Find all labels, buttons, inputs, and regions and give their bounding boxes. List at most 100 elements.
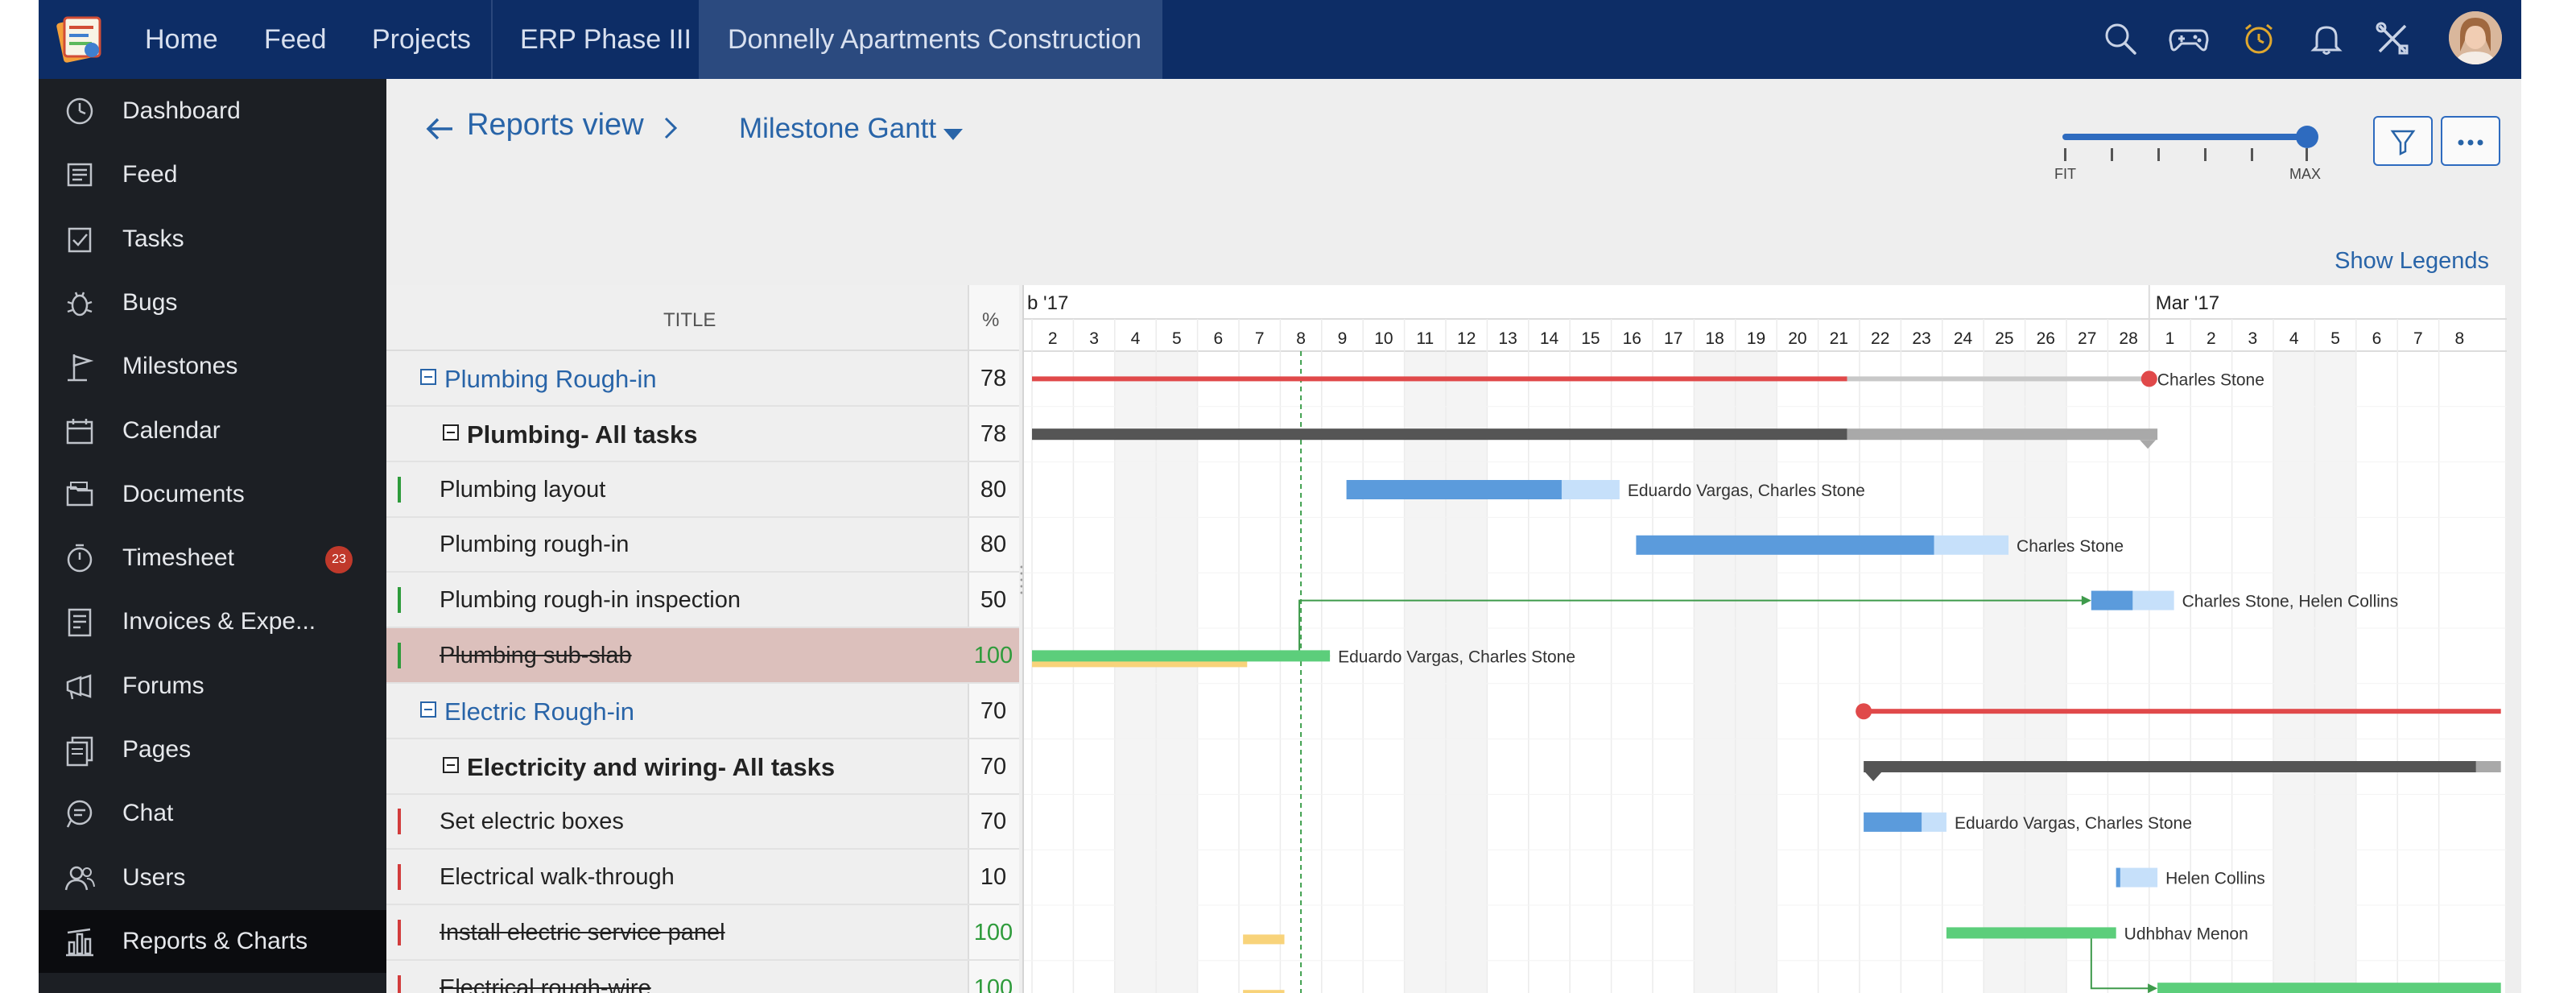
row-title[interactable]: Plumbing sub-slab <box>440 643 632 668</box>
sidebar-item-calendar[interactable]: Calendar <box>39 399 386 462</box>
row-title[interactable]: Plumbing rough-in inspection <box>440 587 741 614</box>
day-label: 10 <box>1374 329 1393 348</box>
app-logo-icon[interactable] <box>55 11 106 64</box>
zoom-slider-track[interactable] <box>2062 134 2307 140</box>
table-row[interactable]: Plumbing- All tasks 78 <box>386 407 1019 462</box>
row-title[interactable]: Plumbing Rough-in <box>444 365 657 393</box>
row-title[interactable]: Electricity and wiring- All tasks <box>467 752 836 781</box>
search-icon[interactable] <box>2101 19 2140 58</box>
table-row[interactable]: Electric Rough-in 70 <box>386 684 1019 739</box>
row-title[interactable]: Install electric service panel <box>440 920 725 945</box>
table-row[interactable]: Plumbing sub-slab 100 <box>386 628 1019 684</box>
gamepad-icon[interactable] <box>2169 19 2209 58</box>
sidebar-item-users[interactable]: Users <box>39 846 386 909</box>
day-label: 8 <box>1296 329 1306 348</box>
breadcrumb-reports-view[interactable]: Reports view <box>467 108 644 142</box>
reports-icon <box>63 925 97 958</box>
row-title[interactable]: Plumbing rough-in <box>440 532 630 558</box>
sidebar-item-label: Reports & Charts <box>122 927 308 954</box>
day-label: 7 <box>1255 329 1265 348</box>
timer-icon[interactable] <box>2240 19 2278 58</box>
sidebar-item-label: Timesheet <box>122 544 234 572</box>
day-label: 5 <box>1172 329 1182 348</box>
gantt-chart[interactable]: 2 3 4 5 6 7 8 9 10 11 12 13 14 15 16 17 18 19 20 21 22 23 24 25… <box>1022 285 2507 993</box>
dependency-line <box>2090 933 2157 990</box>
back-arrow-icon[interactable] <box>422 111 457 147</box>
show-legends-link[interactable]: Show Legends <box>2334 248 2489 274</box>
weekend-column <box>1156 351 1198 993</box>
sidebar-item-label: Invoices & Expe... <box>122 608 316 635</box>
status-indicator <box>398 920 401 945</box>
nav-erp-phase-iii[interactable]: ERP Phase III <box>520 24 691 55</box>
documents-icon <box>63 478 97 511</box>
table-row[interactable]: Electricity and wiring- All tasks 70 <box>386 739 1019 795</box>
gantt-canvas[interactable]: 2 3 4 5 6 7 8 9 10 11 12 13 14 15 16 17 18 19 20 21 22 23 24 25… <box>1024 285 2507 993</box>
sidebar-item-forums[interactable]: Forums <box>39 655 386 718</box>
nav-projects[interactable]: Projects <box>372 24 471 55</box>
table-row[interactable]: Install electric service panel 100 <box>386 905 1019 961</box>
sidebar-item-invoices-expe[interactable]: Invoices & Expe... <box>39 590 386 653</box>
sidebar-item-timesheet[interactable]: Timesheet 23 <box>39 527 386 590</box>
zoom-tick <box>2111 148 2113 161</box>
percent-column-header[interactable]: % <box>982 309 1000 331</box>
task-bar-progress <box>2116 867 2120 887</box>
table-row[interactable]: Set electric boxes 70 <box>386 794 1019 850</box>
row-percent: 80 <box>980 476 1007 503</box>
row-percent: 50 <box>980 587 1007 614</box>
title-column-header[interactable]: TITLE <box>663 309 716 331</box>
nav-donnelly-apartments[interactable]: Donnelly Apartments Construction <box>728 24 1142 55</box>
table-row[interactable]: Plumbing Rough-in 78 <box>386 351 1019 407</box>
table-row[interactable]: Electrical rough-wire 100 <box>386 961 1019 993</box>
table-header: TITLE % <box>386 285 1019 351</box>
sidebar-item-dashboard[interactable]: Dashboard <box>39 80 386 143</box>
row-title[interactable]: Electrical rough-wire <box>440 974 651 993</box>
table-row[interactable]: Plumbing rough-in inspection 50 <box>386 573 1019 629</box>
caret-down-icon[interactable] <box>943 129 963 140</box>
sidebar-item-reports-charts[interactable]: Reports & Charts <box>39 909 386 973</box>
collapse-toggle-icon[interactable] <box>420 369 436 385</box>
milestone-icon <box>63 350 97 383</box>
milestone-bar-progress <box>1032 376 1847 382</box>
row-title[interactable]: Electric Rough-in <box>444 697 635 726</box>
collapse-toggle-icon[interactable] <box>420 701 436 718</box>
chat-icon <box>63 796 97 830</box>
sidebar-item-pages[interactable]: Pages <box>39 718 386 781</box>
row-title[interactable]: Electrical walk-through <box>440 864 675 891</box>
zoom-tick <box>2306 148 2308 161</box>
day-label: 13 <box>1498 329 1517 348</box>
table-row[interactable]: Plumbing layout 80 <box>386 462 1019 518</box>
sidebar-item-chat[interactable]: Chat <box>39 782 386 845</box>
nav-feed[interactable]: Feed <box>264 24 327 55</box>
sidebar-item-documents[interactable]: Documents <box>39 463 386 526</box>
sidebar-item-tasks[interactable]: Tasks <box>39 208 386 271</box>
table-row[interactable]: Electrical walk-through 10 <box>386 850 1019 906</box>
milestone-marker <box>2140 370 2157 387</box>
row-percent: 10 <box>980 864 1007 891</box>
row-title[interactable]: Plumbing layout <box>440 476 606 503</box>
completed-task-bar <box>2157 983 2501 993</box>
bar-owner-label: Charles Stone <box>2157 370 2264 389</box>
sidebar-item-feed[interactable]: Feed <box>39 143 386 206</box>
sidebar-item-bugs[interactable]: Bugs <box>39 271 386 334</box>
tools-icon[interactable] <box>2373 19 2412 58</box>
row-title[interactable]: Plumbing- All tasks <box>467 420 698 449</box>
zoom-slider-knob[interactable] <box>2296 126 2318 148</box>
collapse-toggle-icon[interactable] <box>443 424 459 441</box>
day-label: 14 <box>1540 329 1559 348</box>
row-percent: 70 <box>980 697 1007 724</box>
nav-home[interactable]: Home <box>145 24 218 55</box>
left-gutter <box>0 0 39 993</box>
more-options-button[interactable] <box>2441 116 2500 166</box>
filter-button[interactable] <box>2373 116 2433 166</box>
collapse-toggle-icon[interactable] <box>443 756 459 773</box>
table-row[interactable]: Plumbing rough-in 80 <box>386 517 1019 573</box>
avatar[interactable] <box>2449 11 2502 64</box>
sidebar-item-milestones[interactable]: Milestones <box>39 335 386 398</box>
milestone-marker <box>1856 703 1872 720</box>
row-title[interactable]: Set electric boxes <box>440 809 624 835</box>
bell-icon[interactable] <box>2307 19 2346 58</box>
view-selector[interactable]: Milestone Gantt <box>739 113 937 144</box>
day-label: 19 <box>1747 329 1765 348</box>
weekend-column <box>1694 351 1736 993</box>
month-label: Mar '17 <box>2156 292 2219 314</box>
